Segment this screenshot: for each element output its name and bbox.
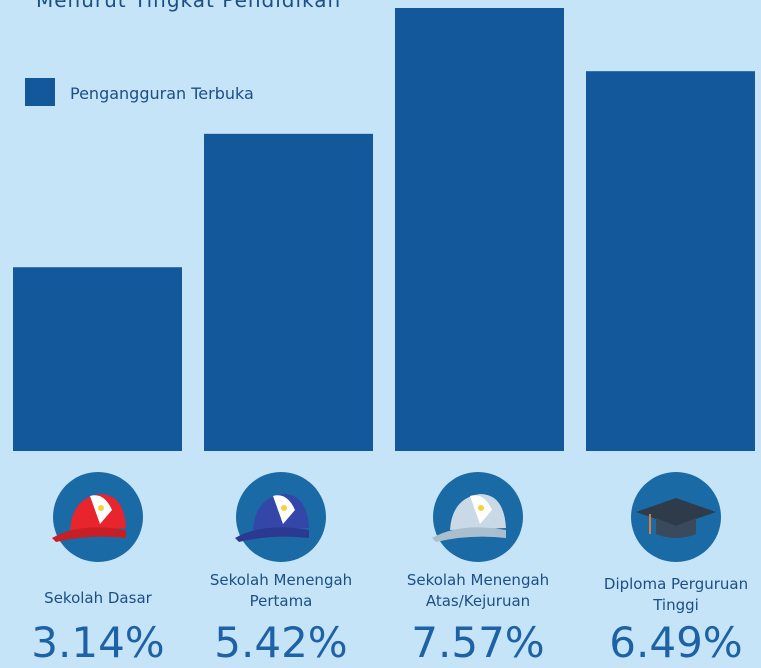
value-label: 6.49% (609, 618, 743, 667)
value-label: 3.14% (31, 618, 165, 667)
chart-title: Menurut Tingkat Pendidikan (36, 0, 342, 12)
icon-graduation-cap (631, 472, 721, 562)
category-label: Sekolah Menengah Pertama (209, 571, 353, 610)
legend-swatch (25, 78, 55, 106)
bar (204, 133, 373, 451)
icon-cap-red (52, 472, 143, 562)
bar (586, 71, 755, 451)
category-label: Sekolah Dasar (44, 589, 152, 607)
legend-label: Pengangguran Terbuka (70, 84, 254, 103)
category-label: Sekolah Menengah Atas/Kejuruan (406, 571, 550, 610)
value-label: 5.42% (214, 618, 348, 667)
value-label: 7.57% (411, 618, 545, 667)
category-label: Diploma Perguruan Tinggi (603, 575, 749, 614)
icon-cap-blue (235, 472, 326, 562)
bar (395, 8, 564, 451)
bar (13, 267, 182, 451)
icon-cap-gray (432, 472, 523, 562)
